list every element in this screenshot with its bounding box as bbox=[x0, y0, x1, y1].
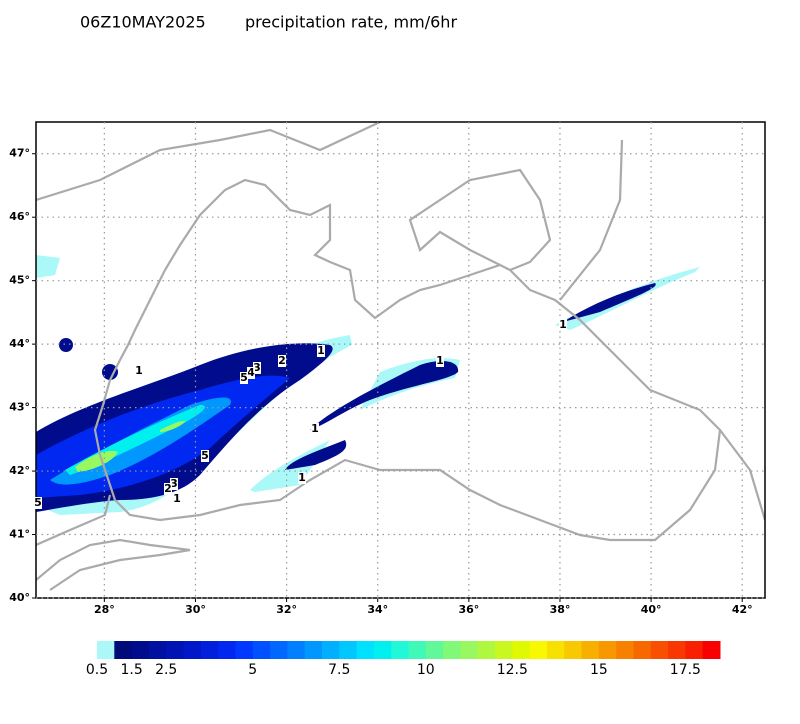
colorbar-swatch bbox=[512, 641, 531, 659]
contour-label-bg bbox=[201, 450, 209, 462]
colorbar-label: 10 bbox=[417, 662, 435, 678]
lon-tick-label: 28° bbox=[94, 603, 115, 616]
valid-time: 06Z10MAY2025 bbox=[80, 13, 206, 32]
colorbar-label: 17.5 bbox=[670, 662, 701, 678]
lon-tick-label: 36° bbox=[458, 603, 479, 616]
colorbar-label: 5 bbox=[248, 662, 257, 678]
contour-label-bg bbox=[135, 365, 143, 377]
colorbar-swatch bbox=[650, 641, 669, 659]
colorbar-swatch bbox=[425, 641, 444, 659]
colorbar-label: 7.5 bbox=[328, 662, 350, 678]
colorbar-swatch bbox=[339, 641, 358, 659]
colorbar-swatch bbox=[218, 641, 236, 659]
lon-tick-label: 34° bbox=[367, 603, 388, 616]
colorbar-swatch bbox=[581, 641, 600, 659]
lat-tick-label: 41° bbox=[9, 528, 30, 541]
colorbar-swatch bbox=[148, 641, 167, 659]
colorbar-swatch bbox=[460, 641, 479, 659]
colorbar-swatch bbox=[373, 641, 392, 659]
contour-label: 3 bbox=[253, 361, 261, 374]
contour-label-bg bbox=[298, 472, 306, 484]
contour-label: 1 bbox=[436, 354, 444, 367]
colorbar-swatch bbox=[270, 641, 288, 659]
contour-label: 1 bbox=[298, 471, 306, 484]
contour-label: 5 bbox=[201, 449, 209, 462]
contour-label: 1 bbox=[311, 422, 319, 435]
contour-label: 1 bbox=[173, 492, 181, 505]
colorbar-swatch bbox=[529, 641, 548, 659]
contour-label-bg bbox=[311, 423, 319, 435]
colorbar-swatch bbox=[235, 641, 254, 659]
contour-label: 5 bbox=[240, 371, 248, 384]
colorbar-swatch bbox=[685, 641, 704, 659]
contour-label: 1 bbox=[559, 318, 567, 331]
colorbar-label: 1.5 bbox=[120, 662, 142, 678]
contour-label-bg bbox=[164, 483, 172, 495]
lat-tick-label: 42° bbox=[9, 464, 30, 477]
contour-label: 1 bbox=[135, 364, 143, 377]
contour-label-bg bbox=[247, 367, 255, 379]
contour-label: 3 bbox=[170, 477, 178, 490]
colorbar-label: 12.5 bbox=[497, 662, 528, 678]
contour-label: 2 bbox=[164, 482, 172, 495]
colorbar-swatch bbox=[598, 641, 617, 659]
contour-label-bg bbox=[240, 372, 248, 384]
colorbar-swatch bbox=[616, 641, 634, 659]
colorbar-swatch bbox=[702, 641, 721, 659]
contour-label: 2 bbox=[278, 354, 286, 367]
lat-tick-label: 46° bbox=[9, 210, 30, 223]
colorbar-swatch bbox=[668, 641, 686, 659]
colorbar-swatch bbox=[391, 641, 409, 659]
colorbar-swatch bbox=[477, 641, 496, 659]
colorbar-swatch bbox=[114, 641, 133, 659]
lat-tick-label: 44° bbox=[9, 337, 30, 350]
lat-tick-label: 43° bbox=[9, 401, 30, 414]
colorbar-label: 15 bbox=[590, 662, 608, 678]
lat-tick-label: 40° bbox=[9, 591, 30, 604]
colorbar-swatch bbox=[131, 641, 150, 659]
contour-label: 5 bbox=[34, 496, 42, 509]
colorbar-swatch bbox=[443, 641, 461, 659]
lat-tick-label: 47° bbox=[9, 147, 30, 160]
contour-label: 4 bbox=[247, 366, 255, 379]
contour-label-bg bbox=[253, 362, 261, 374]
colorbar-swatch bbox=[252, 641, 271, 659]
colorbar-swatch bbox=[166, 641, 185, 659]
colorbar-swatch bbox=[321, 641, 340, 659]
contour-label-bg bbox=[278, 355, 286, 367]
precipitation-field bbox=[36, 255, 700, 515]
contour-label-bg bbox=[170, 478, 178, 490]
colorbar-swatch bbox=[200, 641, 219, 659]
coastline bbox=[36, 122, 765, 591]
contour-label-bg bbox=[173, 493, 181, 505]
colorbar-swatch bbox=[495, 641, 513, 659]
colorbar-label: 2.5 bbox=[155, 662, 177, 678]
lon-tick-label: 30° bbox=[185, 603, 206, 616]
contour-label-bg bbox=[317, 345, 325, 357]
colorbar-swatch bbox=[546, 641, 565, 659]
colorbar-swatch bbox=[408, 641, 427, 659]
lon-tick-label: 42° bbox=[732, 603, 753, 616]
lon-tick-label: 40° bbox=[641, 603, 662, 616]
contour-label-bg bbox=[436, 355, 444, 367]
lon-tick-label: 32° bbox=[276, 603, 297, 616]
colorbar-swatch bbox=[304, 641, 323, 659]
contour-label-bg bbox=[34, 497, 42, 509]
colorbar-swatch bbox=[183, 641, 202, 659]
contour-label: 1 bbox=[317, 344, 325, 357]
lon-tick-label: 38° bbox=[550, 603, 571, 616]
plot-frame bbox=[35, 121, 766, 599]
colorbar-label: 0.5 bbox=[86, 662, 108, 678]
colorbar-swatch bbox=[633, 641, 652, 659]
colorbar-swatch bbox=[356, 641, 375, 659]
contour-label-bg bbox=[559, 319, 567, 331]
colorbar-swatch bbox=[97, 641, 115, 659]
variable-title: precipitation rate, mm/6hr bbox=[245, 13, 457, 32]
lat-tick-label: 45° bbox=[9, 274, 30, 287]
colorbar-swatch bbox=[287, 641, 306, 659]
colorbar-swatch bbox=[564, 641, 583, 659]
